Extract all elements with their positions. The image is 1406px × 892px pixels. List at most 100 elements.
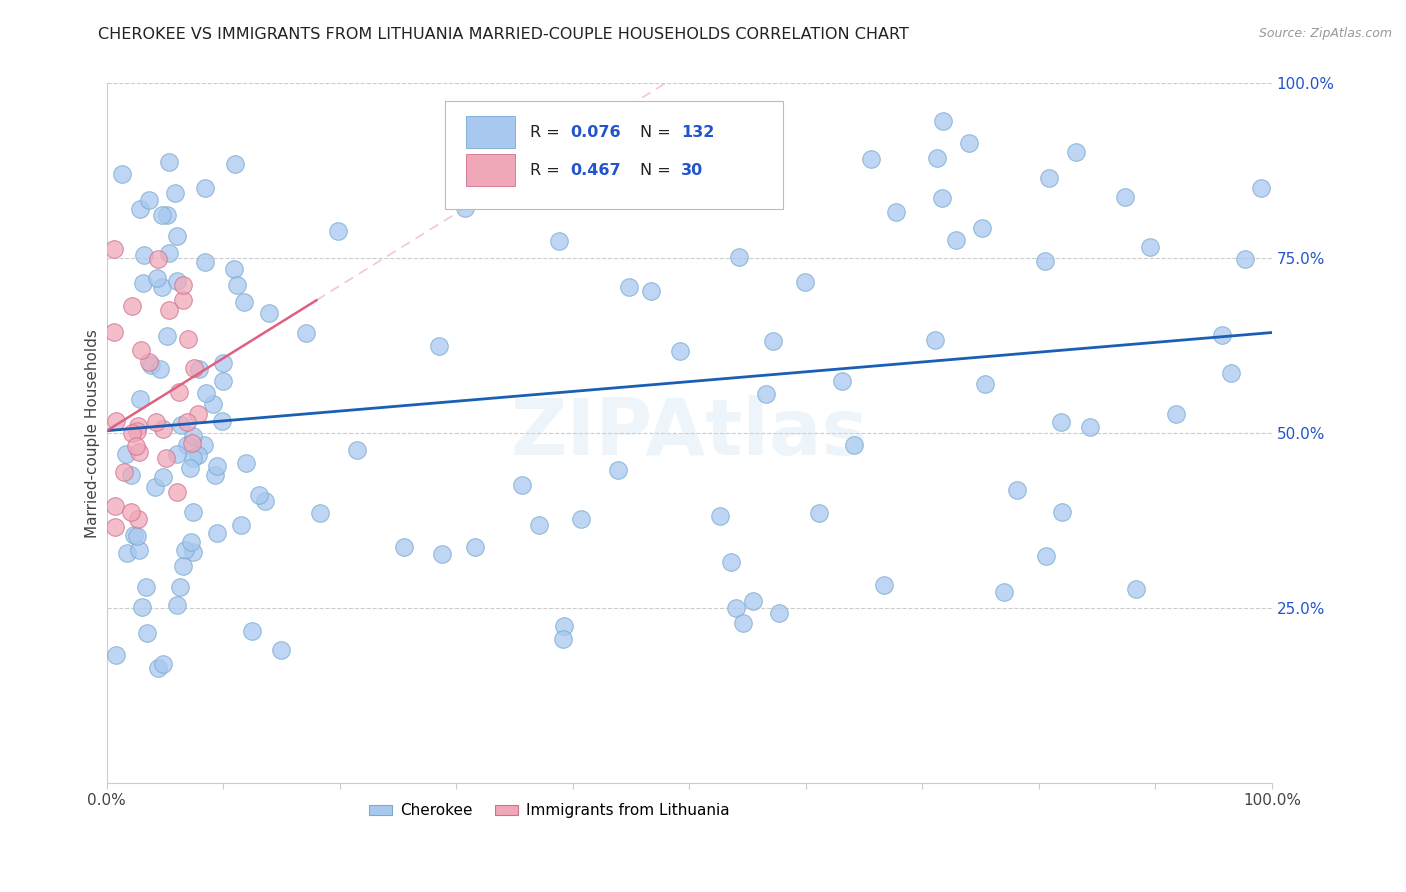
Point — [181, 429, 204, 443]
Point — [569, 512, 592, 526]
Point — [326, 224, 349, 238]
Point — [392, 540, 415, 554]
Point — [1078, 420, 1101, 434]
Point — [181, 506, 204, 520]
Point — [115, 447, 138, 461]
Point — [150, 279, 173, 293]
Point — [1211, 328, 1233, 343]
Point — [152, 657, 174, 671]
Point — [970, 221, 993, 235]
Point — [138, 193, 160, 207]
Point — [103, 325, 125, 339]
Point — [152, 422, 174, 436]
Point — [807, 507, 830, 521]
Point — [235, 456, 257, 470]
Point — [135, 625, 157, 640]
Point — [146, 252, 169, 266]
Point — [157, 155, 180, 169]
Point — [166, 228, 188, 243]
Point — [121, 426, 143, 441]
Point — [844, 437, 866, 451]
Text: 0.467: 0.467 — [571, 163, 621, 178]
Point — [727, 250, 749, 264]
Point — [212, 356, 235, 370]
Point — [640, 284, 662, 298]
Point — [755, 386, 778, 401]
Point — [204, 467, 226, 482]
Point — [103, 243, 125, 257]
Point — [232, 294, 254, 309]
Point — [139, 359, 162, 373]
Point — [1250, 180, 1272, 194]
Point — [1139, 240, 1161, 254]
Point — [731, 615, 754, 630]
Point — [179, 461, 201, 475]
Point — [138, 354, 160, 368]
Point — [120, 468, 142, 483]
Y-axis label: Married-couple Households: Married-couple Households — [86, 329, 100, 538]
Point — [105, 648, 128, 662]
Point — [148, 661, 170, 675]
Text: N =: N = — [640, 163, 676, 178]
Point — [548, 234, 571, 248]
Point — [143, 480, 166, 494]
Point — [430, 548, 453, 562]
Point — [166, 447, 188, 461]
Point — [551, 632, 574, 647]
Point — [464, 540, 486, 554]
Point — [132, 248, 155, 262]
FancyBboxPatch shape — [465, 154, 515, 186]
Point — [924, 333, 946, 347]
Point — [925, 151, 948, 165]
Point — [128, 543, 150, 558]
Point — [1038, 171, 1060, 186]
Point — [1219, 367, 1241, 381]
Point — [115, 546, 138, 560]
Point — [187, 361, 209, 376]
Point — [1234, 252, 1257, 266]
Point — [112, 465, 135, 479]
Point — [427, 339, 450, 353]
Point — [166, 485, 188, 500]
Text: R =: R = — [530, 125, 565, 140]
Point — [127, 424, 149, 438]
Point — [176, 415, 198, 429]
Point — [553, 619, 575, 633]
Point — [945, 233, 967, 247]
Point — [172, 293, 194, 307]
Text: 0.076: 0.076 — [571, 125, 621, 140]
Point — [478, 178, 501, 193]
Point — [725, 601, 748, 615]
Point — [211, 374, 233, 388]
Point — [193, 438, 215, 452]
Point — [1050, 505, 1073, 519]
Point — [131, 599, 153, 614]
Point — [240, 624, 263, 639]
Point — [762, 334, 785, 348]
Point — [145, 415, 167, 429]
Point — [211, 414, 233, 428]
Point — [159, 302, 181, 317]
Point — [149, 361, 172, 376]
Point — [127, 529, 149, 543]
Text: N =: N = — [640, 125, 676, 140]
Point — [794, 275, 817, 289]
Point — [104, 499, 127, 513]
Point — [157, 245, 180, 260]
Point — [120, 505, 142, 519]
Point — [859, 152, 882, 166]
Point — [1125, 582, 1147, 596]
Point — [249, 488, 271, 502]
FancyBboxPatch shape — [444, 101, 783, 210]
Point — [742, 593, 765, 607]
Text: 132: 132 — [681, 125, 714, 140]
Point — [187, 407, 209, 421]
Point — [768, 606, 790, 620]
Point — [156, 328, 179, 343]
Point — [129, 343, 152, 357]
Point — [172, 558, 194, 573]
Point — [181, 544, 204, 558]
Text: CHEROKEE VS IMMIGRANTS FROM LITHUANIA MARRIED-COUPLE HOUSEHOLDS CORRELATION CHAR: CHEROKEE VS IMMIGRANTS FROM LITHUANIA MA… — [98, 27, 910, 42]
Point — [180, 535, 202, 549]
Point — [512, 478, 534, 492]
